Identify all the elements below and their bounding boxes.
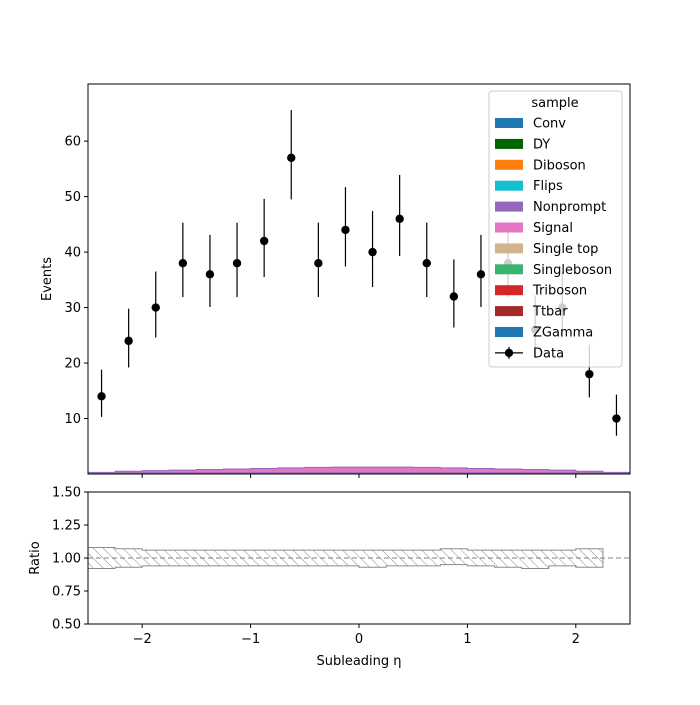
ratio-y-tick-label: 0.50 <box>52 618 81 633</box>
ratio-y-axis-label: Ratio <box>28 541 43 574</box>
legend-label: Data <box>533 346 564 361</box>
legend-marker <box>504 348 514 358</box>
legend-swatch <box>495 327 523 337</box>
legend-label: Diboson <box>533 158 586 173</box>
data-point <box>368 247 377 257</box>
legend-swatch <box>495 222 523 233</box>
data-point <box>585 369 594 379</box>
x-tick-label: 2 <box>572 632 580 647</box>
legend: sample Conv DY Diboson Flips Nonprompt Signal… <box>488 90 623 368</box>
x-tick-label: 0 <box>355 632 363 647</box>
band-segment <box>88 547 116 569</box>
legend-label: Singleboson <box>533 263 612 278</box>
ratio-y-tick-label: 1.50 <box>52 486 81 501</box>
band-outline <box>88 546 604 570</box>
legend-label: Flips <box>533 179 563 194</box>
main-y-axis-label: Events <box>40 257 55 301</box>
legend-title: sample <box>531 96 578 111</box>
data-point <box>476 270 486 279</box>
legend-swatch <box>495 118 523 128</box>
legend-entries: Conv DY Diboson Flips Nonprompt Signal Single … <box>495 117 612 361</box>
legend-swatch <box>495 180 523 191</box>
ratio-y-tick-label: 1.00 <box>52 552 81 567</box>
legend-swatch <box>495 201 523 212</box>
legend-label: DY <box>533 137 550 152</box>
band-segment <box>575 548 603 568</box>
legend-swatch <box>495 285 523 296</box>
data-point <box>205 270 215 279</box>
band-segment <box>386 550 414 566</box>
legend-swatch <box>495 264 523 275</box>
data-point <box>449 292 459 301</box>
legend-swatch <box>495 159 523 170</box>
main-x-ticks <box>141 474 577 478</box>
data-point <box>395 214 404 224</box>
data-point <box>259 236 269 246</box>
legend-swatch <box>495 306 523 317</box>
main-y-ticks: 10 20 30 40 50 60 <box>64 135 88 427</box>
data-point <box>151 303 160 312</box>
data-point <box>422 258 431 268</box>
legend-label: Signal <box>533 221 573 236</box>
band-segment <box>494 550 522 568</box>
y-tick-label: 60 <box>64 135 81 150</box>
x-tick-label: 1 <box>463 632 471 647</box>
legend-label: Single top <box>533 242 598 257</box>
ratio-panel: 0.50 0.75 1.00 1.25 1.50 −2 −1 0 1 2 Ratio Suble… <box>28 486 631 669</box>
data-point <box>97 392 106 401</box>
legend-label: Conv <box>533 117 566 132</box>
legend-swatch <box>495 243 523 254</box>
legend-label: Nonprompt <box>533 200 606 215</box>
y-tick-label: 10 <box>64 412 81 427</box>
data-point <box>341 225 350 235</box>
band-segment <box>359 550 387 568</box>
data-point <box>232 258 242 268</box>
legend-swatch <box>495 138 523 149</box>
band-segment <box>521 550 549 569</box>
y-tick-label: 40 <box>64 246 81 261</box>
ratio-x-ticks: −2 −1 0 1 2 <box>133 624 580 647</box>
main-panel: 10 20 30 40 50 60 Events <box>40 83 631 478</box>
ratio-y-ticks: 0.50 0.75 1.00 1.25 1.50 <box>52 486 88 633</box>
band-segment <box>169 550 197 566</box>
x-axis-label: Subleading η <box>316 654 401 669</box>
data-point <box>178 258 188 268</box>
data-point <box>612 414 621 423</box>
legend-label: Triboson <box>532 284 587 299</box>
y-tick-label: 30 <box>64 301 81 316</box>
data-point <box>314 258 323 268</box>
band-segment <box>440 548 468 565</box>
data-point <box>124 336 133 346</box>
x-tick-label: −2 <box>133 632 152 647</box>
y-tick-label: 20 <box>64 357 81 372</box>
x-tick-label: −1 <box>241 632 260 647</box>
band-segment <box>223 550 251 566</box>
y-tick-label: 50 <box>64 190 81 205</box>
legend-label: Ttbar <box>532 305 568 320</box>
main-stack <box>88 466 630 474</box>
ratio-y-tick-label: 0.75 <box>52 585 81 600</box>
data-point <box>287 153 296 162</box>
uncertainty-band <box>88 546 604 570</box>
legend-label: ZGamma <box>533 326 593 341</box>
ratio-y-tick-label: 1.25 <box>52 519 81 534</box>
band-segment <box>304 550 332 566</box>
